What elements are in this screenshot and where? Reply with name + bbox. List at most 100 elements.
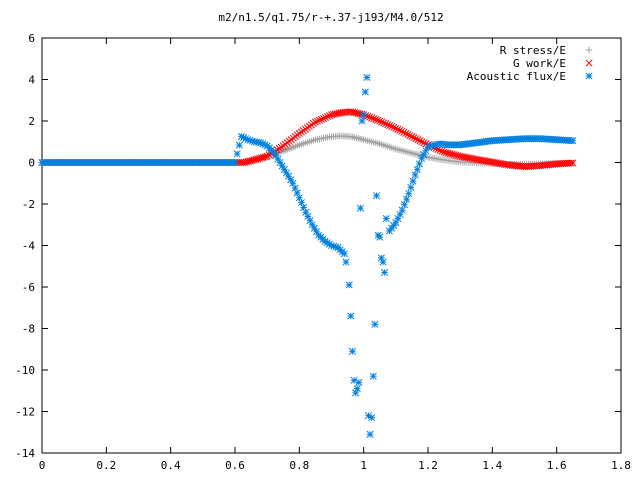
data-point (319, 114, 328, 122)
data-point (382, 120, 390, 128)
data-point (355, 378, 363, 387)
data-point (446, 150, 454, 158)
legend-marker (585, 46, 593, 54)
data-point (361, 88, 369, 96)
y-tick-label: -6 (22, 281, 35, 294)
data-point (448, 150, 456, 158)
data-point (348, 347, 356, 355)
data-point (374, 116, 382, 124)
data-point (233, 150, 241, 158)
data-point (382, 214, 390, 223)
data-point (384, 121, 392, 129)
data-point (277, 143, 285, 151)
data-point (400, 128, 408, 136)
data-point (364, 112, 372, 120)
data-point (276, 158, 284, 167)
data-point (380, 119, 388, 127)
data-point (356, 204, 365, 212)
y-tick-label: -4 (22, 240, 36, 253)
data-point (411, 171, 419, 179)
data-point (415, 160, 423, 168)
data-point (400, 201, 408, 209)
data-point (381, 268, 389, 277)
y-tick-label: 2 (28, 115, 35, 128)
data-point (372, 115, 380, 123)
y-tick-label: 4 (28, 74, 35, 87)
data-point (325, 112, 334, 120)
data-point (366, 430, 374, 438)
legend-marker (585, 59, 593, 67)
x-tick-label: 1 (360, 459, 367, 472)
data-point (392, 124, 400, 132)
data-point (372, 192, 381, 200)
data-point (368, 414, 376, 422)
y-tick-label: -8 (22, 323, 35, 336)
x-tick-label: 0.8 (289, 459, 309, 472)
data-point (310, 224, 318, 232)
y-tick-label: -12 (15, 406, 35, 419)
data-point (378, 118, 386, 126)
data-point (370, 115, 378, 123)
data-point (406, 131, 414, 140)
x-tick-label: 0.2 (96, 459, 116, 472)
data-point (442, 149, 450, 157)
data-point (340, 250, 348, 258)
data-point (410, 134, 418, 142)
data-point (342, 258, 350, 266)
data-point (412, 135, 420, 143)
data-marks (38, 73, 577, 438)
data-point (235, 141, 243, 149)
data-point (347, 312, 355, 320)
data-point (407, 183, 415, 191)
x-tick-label: 1.6 (547, 459, 567, 472)
data-point (414, 136, 422, 144)
x-tick-label: 1.8 (611, 459, 631, 472)
data-point (323, 113, 332, 121)
data-point (567, 159, 575, 167)
data-point (394, 125, 402, 133)
data-point (569, 137, 577, 145)
data-point (371, 320, 379, 328)
data-point (311, 118, 319, 126)
legend-label: Acoustic flux/E (467, 70, 566, 83)
data-point (452, 151, 460, 159)
data-point (263, 152, 271, 160)
data-point (418, 138, 426, 146)
data-point (398, 206, 406, 214)
data-point (390, 123, 398, 131)
data-point (408, 133, 416, 141)
data-point (315, 116, 323, 124)
legend-label: R stress/E (500, 44, 566, 57)
data-point (379, 258, 387, 266)
data-point (363, 73, 371, 81)
data-point (321, 113, 330, 122)
chart-title: m2/n1.5/q1.75/r-+.37-j193/M4.0/512 (218, 11, 443, 24)
x-tick-label: 1.4 (482, 459, 502, 472)
data-point (388, 122, 396, 131)
data-point (366, 113, 374, 121)
series-3 (38, 73, 577, 438)
y-tick-label: -2 (22, 198, 35, 211)
data-point (376, 117, 384, 125)
data-point (396, 126, 404, 134)
y-tick-label: 6 (28, 32, 35, 45)
y-tick-label: -10 (15, 364, 35, 377)
data-point (436, 146, 444, 154)
axes: 0 0.2 0.4 0.6 0.8 1 1.2 1.4 1.6 1.8 6 4 2 0 -2 -4 -6 -8 -1… (15, 32, 631, 472)
data-point (450, 151, 458, 159)
data-point (444, 149, 452, 157)
data-point (398, 127, 406, 135)
data-point (440, 148, 448, 156)
data-point (317, 115, 326, 123)
data-point (409, 177, 417, 185)
x-tick-label: 0 (39, 459, 46, 472)
data-point (275, 144, 283, 153)
data-point (360, 111, 368, 119)
data-point (413, 165, 421, 173)
data-point (368, 114, 376, 122)
x-tick-label: 0.4 (161, 459, 181, 472)
data-point (438, 147, 446, 155)
data-point (231, 158, 239, 167)
x-tick-label: 1.2 (418, 459, 438, 472)
data-point (358, 117, 366, 125)
